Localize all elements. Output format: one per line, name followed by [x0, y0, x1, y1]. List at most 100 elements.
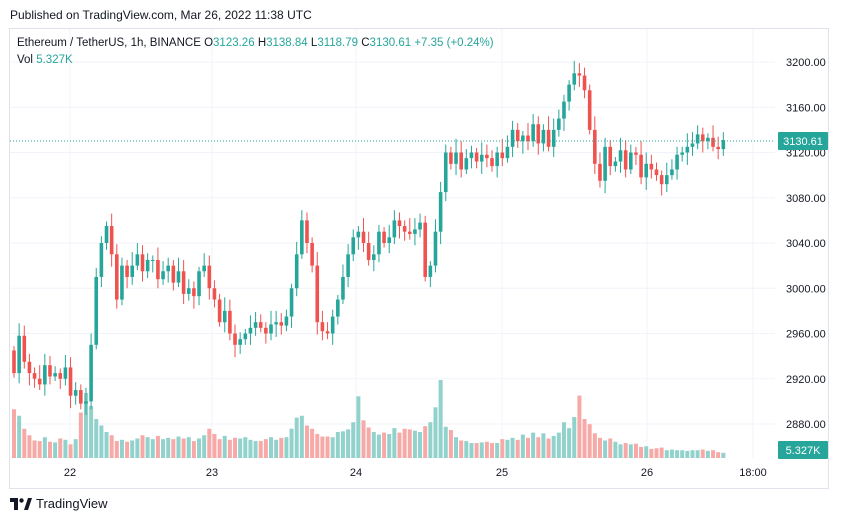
candles	[12, 60, 726, 415]
candle-body	[341, 276, 345, 300]
volume-bar	[12, 409, 16, 458]
candle-body	[541, 129, 546, 144]
candle-body	[289, 288, 294, 317]
volume-bar	[130, 440, 135, 458]
y-tick-label: 3160.00	[786, 102, 826, 114]
x-tick-label: 25	[496, 467, 508, 479]
volume-bar	[418, 432, 423, 458]
candle-body	[593, 129, 597, 164]
candle-body	[228, 310, 232, 334]
candle-body	[675, 154, 679, 170]
volume-bar	[551, 435, 556, 458]
chart-frame[interactable]	[9, 28, 829, 489]
candle-body	[618, 150, 623, 162]
candle-body	[140, 254, 145, 272]
volume-bar	[603, 440, 608, 458]
volume-bar	[63, 439, 68, 458]
volume-bar	[58, 438, 63, 458]
candle-body	[464, 158, 469, 170]
candle-body	[120, 265, 124, 300]
candle-body	[700, 134, 705, 142]
candle-body	[330, 316, 335, 334]
time-axis: 22 23 24 25 26 18:00	[64, 467, 767, 479]
y-tick-label: 3080.00	[786, 193, 826, 205]
volume-bar	[258, 441, 263, 458]
volume-bar	[536, 437, 541, 458]
volume-bar	[680, 450, 685, 458]
volume-bar	[356, 396, 361, 458]
volume-bar	[484, 441, 489, 458]
volume-bar	[320, 436, 325, 458]
candle-body	[377, 231, 381, 255]
candle-body	[212, 288, 217, 300]
candle-body	[582, 75, 587, 91]
candle-body	[546, 129, 551, 147]
volume-bar	[227, 439, 232, 458]
candle-body	[402, 226, 407, 232]
candle-body	[336, 299, 340, 317]
candle-body	[372, 254, 376, 260]
volume-bar	[515, 439, 520, 458]
candle-body	[150, 259, 155, 261]
volume-bar	[53, 442, 58, 458]
candle-body	[423, 222, 427, 277]
volume-bar	[608, 438, 613, 458]
volume-bar	[32, 440, 37, 458]
volume-bar	[161, 439, 166, 458]
volume-bar	[294, 417, 299, 458]
volume-bar	[479, 442, 484, 458]
volume-bar	[705, 450, 710, 458]
volume-bar	[628, 444, 633, 458]
y-tick-label: 2880.00	[786, 419, 826, 431]
candle-body	[413, 229, 417, 234]
candle-body	[418, 222, 422, 230]
volume-bar	[376, 434, 381, 458]
x-tick-label: 23	[206, 467, 218, 479]
candle-body	[397, 220, 402, 227]
volume-bar	[685, 450, 690, 458]
candle-body	[264, 327, 268, 334]
volume-bar	[695, 450, 700, 458]
candle-body	[197, 271, 201, 297]
volume-bar	[382, 432, 387, 458]
volume-bar	[669, 449, 674, 458]
volume-bar	[423, 426, 428, 458]
candle-body	[711, 137, 715, 147]
volume-bar	[587, 424, 592, 458]
volume-bar	[17, 415, 22, 458]
tradingview-logo[interactable]: TradingView	[10, 496, 108, 511]
candle-body	[459, 152, 463, 170]
volume-bar	[335, 432, 340, 458]
candle-body	[428, 265, 433, 277]
candle-body	[690, 143, 695, 147]
volume-bar	[428, 422, 433, 458]
volume-bar	[459, 440, 464, 458]
candle-body	[284, 316, 289, 326]
volume-bar	[639, 446, 644, 458]
candle-body	[17, 335, 21, 374]
candle-body	[598, 163, 602, 181]
brand-label: TradingView	[36, 496, 108, 511]
candle-body	[613, 161, 618, 167]
candle-body	[443, 152, 448, 193]
volume-bar	[675, 450, 680, 458]
volume-bar	[243, 437, 248, 458]
candle-body	[37, 378, 42, 385]
volume-bar	[520, 434, 525, 458]
volume-bar	[433, 407, 438, 458]
candle-body	[27, 361, 32, 374]
volume-bar	[654, 448, 659, 458]
candle-body	[361, 231, 366, 243]
volume-bar	[83, 393, 88, 458]
close-value: 3130.61	[369, 37, 412, 49]
volume-bar	[109, 435, 114, 458]
volume-bar	[577, 395, 582, 458]
candle-body	[310, 243, 314, 266]
candle-body	[510, 129, 515, 147]
volume-bar	[119, 439, 124, 458]
volume-bar	[371, 432, 376, 458]
volume-bar	[659, 447, 664, 458]
volume-bar	[700, 449, 705, 458]
candle-body	[161, 271, 165, 280]
